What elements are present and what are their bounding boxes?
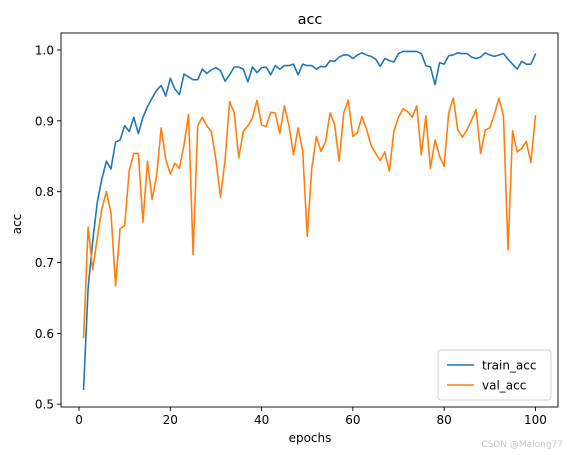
legend: train_acc val_acc	[437, 349, 552, 401]
watermark: CSDN @Malong77	[481, 440, 563, 450]
series-line-val-acc	[82, 97, 537, 339]
x-axis: 0 20 40 60 80 100	[75, 407, 547, 427]
x-tick-label: 40	[254, 413, 269, 427]
y-tick-label: 1.0	[35, 44, 54, 58]
series-line-train-acc	[82, 50, 537, 391]
chart-title: acc	[298, 12, 323, 28]
x-tick-label: 60	[345, 413, 360, 427]
y-tick-label: 0.5	[35, 398, 54, 412]
legend-label-train-acc: train_acc	[482, 359, 536, 373]
x-tick-label: 20	[163, 413, 178, 427]
y-axis: 0.5 0.6 0.7 0.8 0.9 1.0	[35, 44, 61, 412]
y-tick-label: 0.6	[35, 327, 54, 341]
y-tick-label: 0.9	[35, 114, 54, 128]
y-tick-label: 0.8	[35, 185, 54, 199]
series-layer	[82, 50, 537, 391]
legend-box	[437, 349, 552, 401]
x-tick-label: 100	[524, 413, 547, 427]
legend-label-val-acc: val_acc	[482, 379, 526, 393]
x-axis-label: epochs	[289, 431, 332, 445]
x-tick-label: 0	[75, 413, 83, 427]
plot-frame	[60, 32, 559, 408]
y-tick-label: 0.7	[35, 256, 54, 270]
x-tick-label: 80	[436, 413, 451, 427]
y-axis-label: acc	[10, 214, 24, 235]
